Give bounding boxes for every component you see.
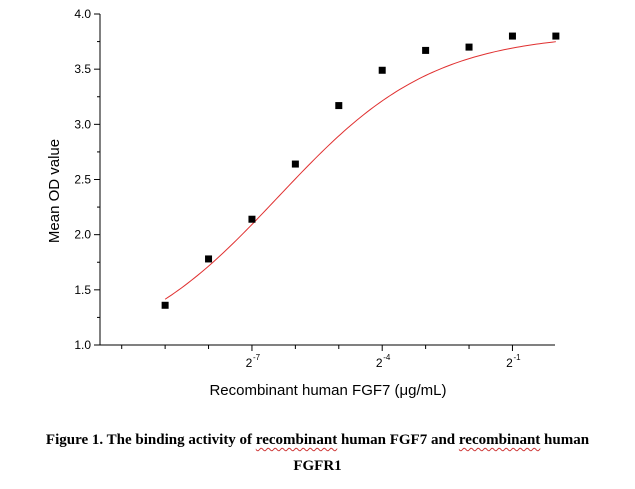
data-point: [465, 43, 473, 51]
x-tick-exponent: -4: [383, 353, 391, 362]
fit-curve-layer: [164, 41, 556, 300]
data-point: [378, 66, 386, 74]
x-axis-title: Recombinant human FGF7 (μg/mL): [209, 382, 446, 399]
y-axis-title: Mean OD value: [46, 139, 63, 243]
figure-caption-line-1: Figure 1. The binding activity of recomb…: [0, 432, 635, 449]
chart-ticks: 1.01.52.02.53.03.54.02 -7 2 -4 2 -1: [74, 7, 521, 370]
caption-spellcheck-word: recombinant: [255, 432, 338, 448]
x-tick-exponent: -1: [513, 353, 521, 362]
data-point: [422, 46, 430, 54]
data-point: [552, 32, 560, 40]
data-point: [248, 215, 256, 223]
y-tick-label: 3.5: [74, 62, 91, 76]
figure-caption-line-2: FGFR1: [293, 458, 342, 474]
fit-curve: [164, 41, 556, 300]
y-tick-label: 2.5: [74, 173, 91, 187]
caption-text: Figure 1. The binding activity of: [45, 432, 256, 448]
y-tick-label: 2.0: [74, 228, 91, 242]
chart-axes: [99, 14, 555, 346]
caption-text: human FGF7 and: [337, 432, 459, 448]
caption-text: human: [540, 432, 590, 448]
caption-spellcheck-word: recombinant: [458, 432, 541, 448]
x-tick-exponent: -7: [253, 353, 261, 362]
x-tick-label: 2: [506, 356, 513, 370]
data-point: [161, 301, 169, 309]
data-point: [508, 32, 516, 40]
data-point: [335, 102, 343, 110]
y-tick-label: 4.0: [74, 7, 91, 21]
data-point: [291, 160, 299, 168]
data-point: [205, 255, 213, 263]
x-tick-label: 2: [376, 356, 383, 370]
x-tick-label: 2: [246, 356, 253, 370]
data-points-layer: [161, 32, 560, 309]
y-tick-label: 1.5: [74, 283, 91, 297]
y-tick-label: 3.0: [74, 117, 91, 131]
y-tick-label: 1.0: [74, 338, 91, 352]
